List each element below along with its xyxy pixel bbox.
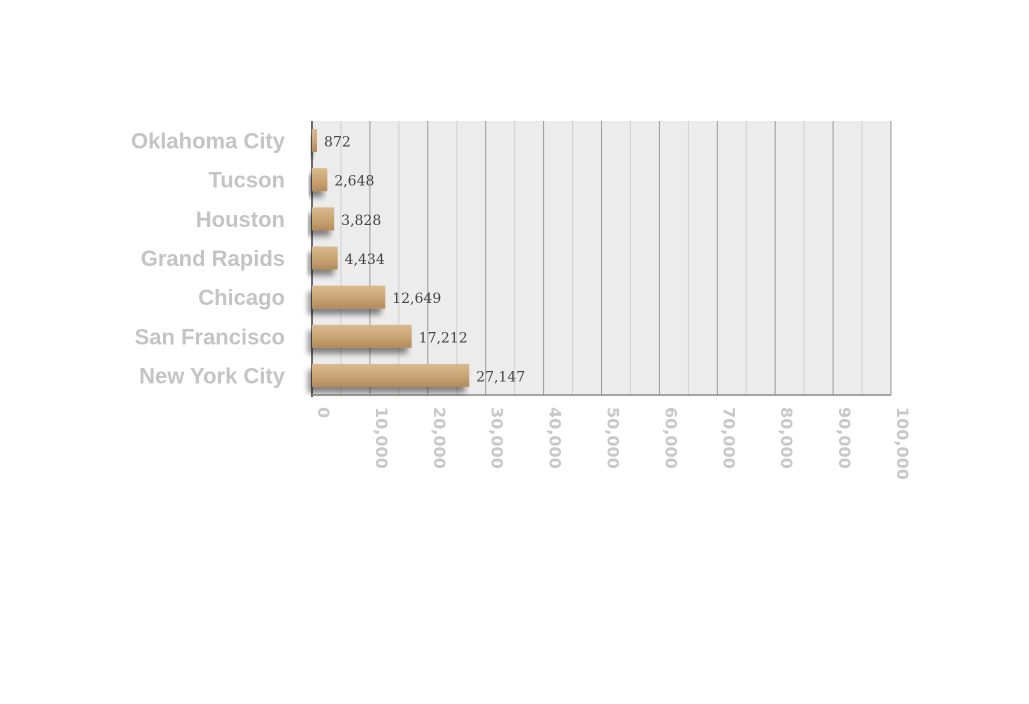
- bar-value-label: 872: [324, 135, 351, 151]
- x-axis-ticks: 0 10,000 20,000 30,000 40,000 50,000 60,000 70,…: [314, 407, 912, 480]
- bar-value-label: 17,212: [419, 330, 468, 346]
- category-label: Oklahoma City: [131, 129, 286, 154]
- x-tick-label: 50,000: [604, 407, 623, 469]
- plot-area: [311, 121, 892, 397]
- bar: [312, 207, 335, 231]
- category-label: Grand Rapids: [141, 246, 285, 271]
- value-labels: 872 2,648 3,828 4,434 12,649 17,212 27,147: [324, 135, 525, 386]
- bar-value-label: 3,828: [341, 213, 381, 229]
- x-tick-label: 60,000: [661, 407, 680, 469]
- x-tick-label: 40,000: [546, 407, 565, 469]
- bar: [312, 129, 318, 153]
- bars: [312, 129, 470, 387]
- bar-value-label: 2,648: [334, 174, 374, 190]
- x-tick-label: 90,000: [835, 407, 854, 469]
- bar: [312, 168, 328, 192]
- category-label: New York City: [139, 363, 286, 388]
- bar-value-label: 12,649: [392, 291, 441, 307]
- bar: [312, 246, 338, 270]
- x-tick-label: 20,000: [430, 407, 449, 469]
- x-tick-label: 70,000: [719, 407, 738, 469]
- x-tick-label: 0: [314, 407, 333, 418]
- bar-value-label: 4,434: [345, 252, 385, 268]
- category-label: San Francisco: [135, 324, 285, 349]
- x-tick-label: 10,000: [372, 407, 391, 469]
- bar-value-label: 27,147: [476, 369, 525, 385]
- bar: [312, 324, 412, 348]
- bar: [312, 363, 470, 387]
- bar: [312, 285, 386, 309]
- x-tick-label: 100,000: [893, 407, 912, 480]
- category-labels: Oklahoma City Tucson Houston Grand Rapids Ch…: [131, 129, 286, 389]
- x-tick-label: 80,000: [777, 407, 796, 469]
- category-label: Tucson: [208, 168, 285, 193]
- category-label: Houston: [196, 207, 285, 232]
- category-label: Chicago: [198, 285, 285, 310]
- x-tick-label: 30,000: [488, 407, 507, 469]
